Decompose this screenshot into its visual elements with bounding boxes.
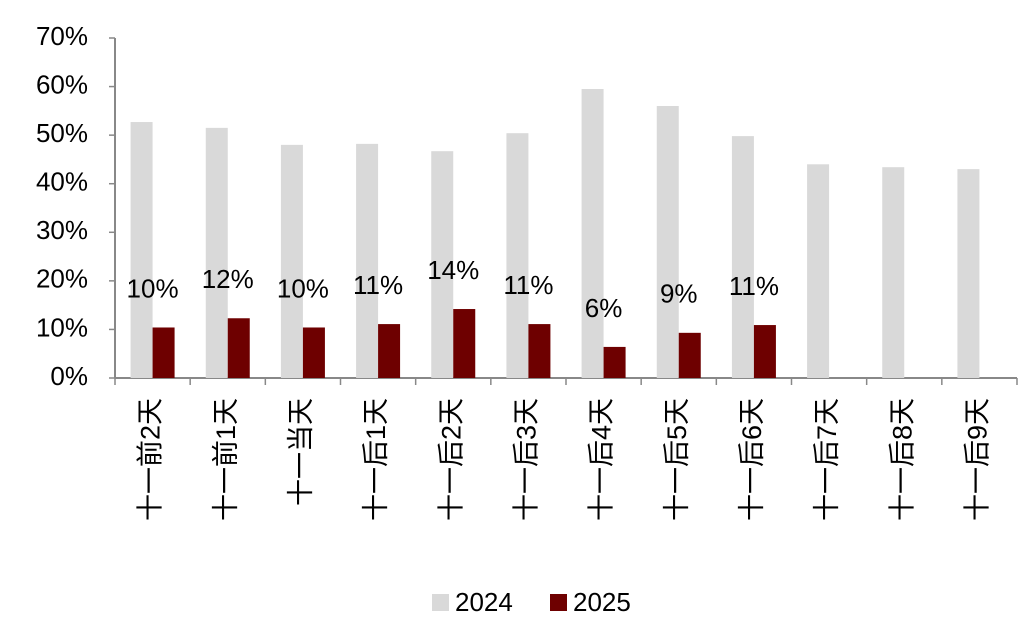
bar: [731, 136, 754, 378]
x-tick-label: 十一后7天: [812, 398, 842, 521]
bar: [581, 89, 604, 378]
x-tick-label: 十一后2天: [436, 398, 466, 521]
legend-swatch: [550, 594, 567, 611]
y-tick-label: 10%: [36, 312, 88, 342]
bar: [506, 133, 529, 378]
data-label: 9%: [660, 279, 698, 309]
y-tick-label: 60%: [36, 69, 88, 99]
bar: [356, 143, 379, 378]
bar: [152, 327, 175, 378]
data-label: 6%: [585, 293, 623, 323]
bar: [882, 167, 905, 378]
bar: [453, 309, 476, 378]
x-tick-label: 十一后8天: [887, 398, 917, 521]
data-label: 10%: [127, 273, 179, 303]
x-tick-label: 十一后3天: [512, 398, 542, 521]
data-label: 11%: [353, 270, 403, 300]
legend-label: 2024: [455, 587, 513, 617]
y-tick-label: 50%: [36, 118, 88, 148]
data-label: 12%: [202, 264, 254, 294]
x-tick-label: 十一后9天: [963, 398, 993, 521]
y-tick-label: 70%: [36, 21, 88, 51]
data-label: 14%: [427, 255, 479, 285]
bar: [378, 324, 401, 378]
bar: [656, 106, 679, 378]
y-tick-label: 40%: [36, 167, 88, 197]
x-tick-label: 十一后6天: [737, 398, 767, 521]
x-tick-label: 十一前1天: [211, 398, 241, 521]
bar: [130, 122, 153, 379]
bar: [753, 325, 776, 378]
x-tick-label: 十一当天: [286, 398, 316, 506]
legend-label: 2025: [573, 587, 631, 617]
bar: [280, 144, 303, 378]
x-tick-label: 十一后5天: [662, 398, 692, 521]
x-tick-label: 十一后4天: [587, 398, 617, 521]
bar: [678, 332, 701, 378]
data-label: 11%: [729, 271, 779, 301]
y-tick-label: 0%: [50, 361, 88, 391]
x-tick-label: 十一后1天: [361, 398, 391, 521]
legend-swatch: [432, 594, 449, 611]
x-tick-label: 十一前2天: [136, 398, 166, 521]
bar: [431, 151, 454, 378]
bar: [807, 164, 830, 378]
bar: [603, 346, 626, 378]
y-tick-label: 20%: [36, 264, 88, 294]
y-tick-label: 30%: [36, 215, 88, 245]
data-label: 11%: [503, 270, 553, 300]
bar: [205, 127, 228, 378]
bar: [302, 327, 325, 378]
data-label: 10%: [277, 273, 329, 303]
bar: [528, 324, 551, 378]
bar: [227, 318, 250, 378]
bar: [957, 169, 980, 378]
